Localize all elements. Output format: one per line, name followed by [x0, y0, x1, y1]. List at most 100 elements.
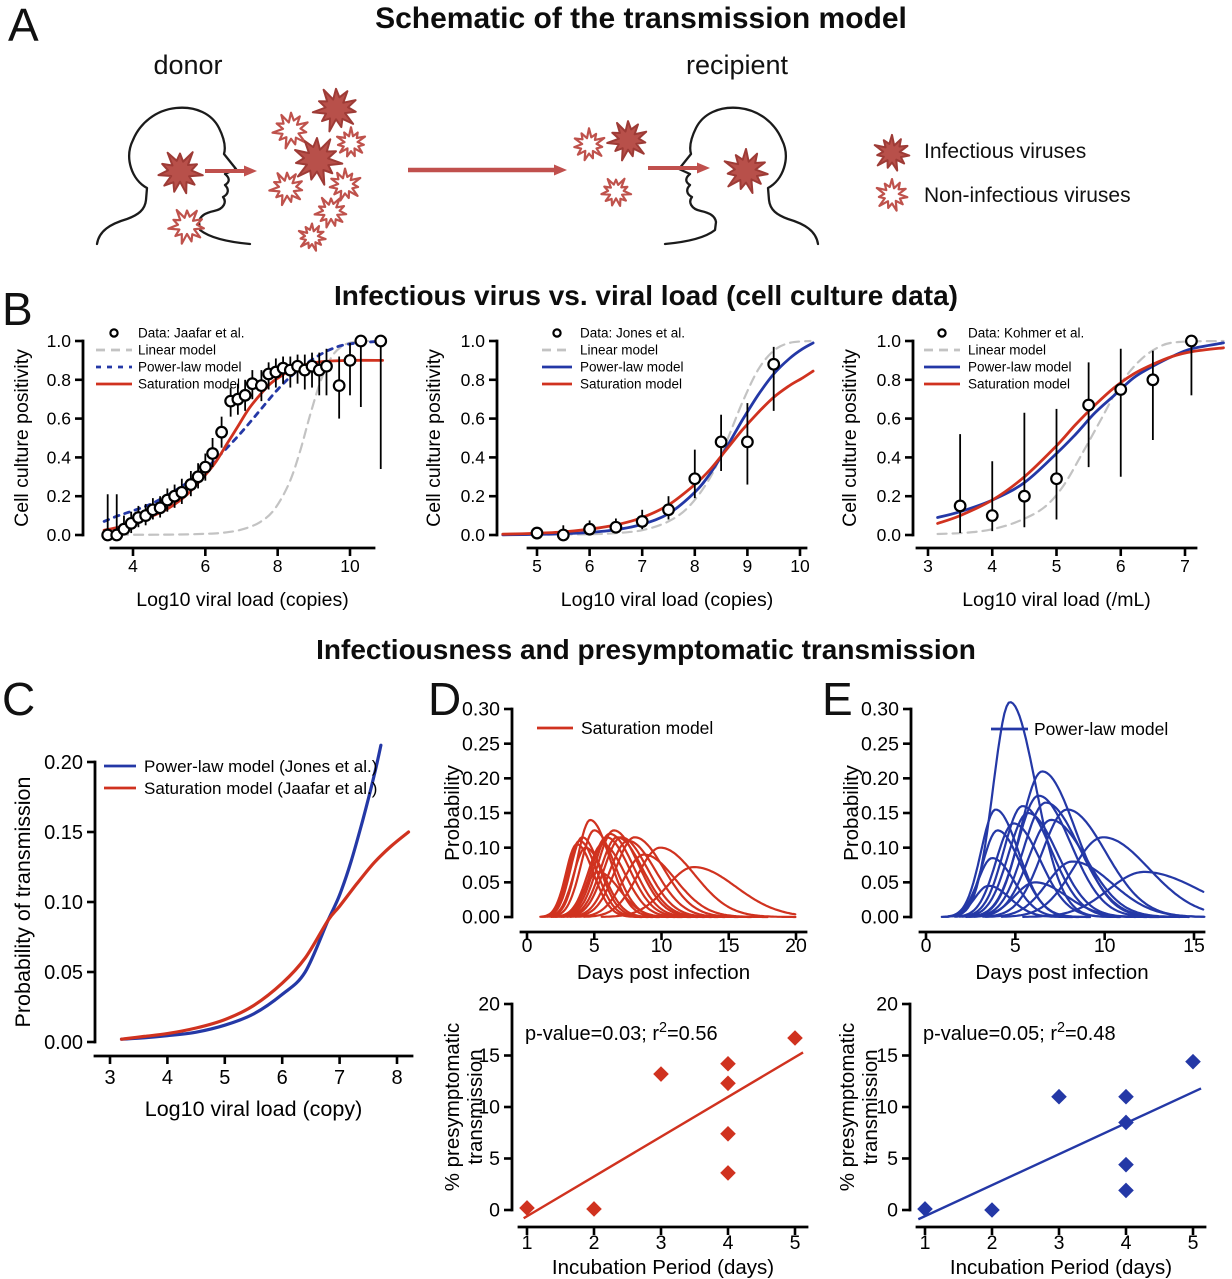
svg-text:0.20: 0.20	[462, 768, 500, 790]
svg-text:Days post infection: Days post infection	[975, 961, 1148, 984]
svg-text:0: 0	[522, 935, 533, 957]
svg-text:5: 5	[1052, 556, 1062, 576]
svg-text:Data: Jones et al.: Data: Jones et al.	[580, 326, 685, 341]
svg-text:p-value=0.05; r2=0.48: p-value=0.05; r2=0.48	[923, 1020, 1116, 1045]
panel-a-title: Schematic of the transmission model	[375, 2, 907, 35]
svg-text:9: 9	[743, 556, 753, 576]
svg-text:2: 2	[589, 1232, 600, 1254]
chart-cell-culture-jones: 0.0 0.2 0.4 0.6 0.8 1.0 5 6 7 8 9 10 Log10 viral loa…	[423, 326, 815, 611]
svg-text:Data: Jaafar et al.: Data: Jaafar et al.	[138, 326, 245, 341]
svg-text:5: 5	[790, 1232, 801, 1254]
svg-text:Saturation model: Saturation model	[968, 377, 1070, 392]
svg-text:Linear model: Linear model	[968, 343, 1046, 358]
svg-text:0.6: 0.6	[461, 409, 485, 429]
svg-text:transmission: transmission	[859, 1049, 882, 1164]
svg-text:0: 0	[489, 1200, 500, 1222]
svg-text:5: 5	[489, 1148, 500, 1170]
svg-text:5: 5	[589, 935, 600, 957]
svg-text:% presymptomatic: % presymptomatic	[836, 1023, 859, 1192]
svg-text:0.0: 0.0	[877, 525, 902, 545]
svg-text:0.30: 0.30	[861, 699, 899, 721]
svg-text:Power-law model: Power-law model	[138, 360, 242, 375]
svg-text:0.8: 0.8	[877, 370, 901, 390]
infectious-virus-icon	[873, 133, 911, 172]
svg-text:0.15: 0.15	[462, 803, 500, 825]
svg-text:0.20: 0.20	[44, 752, 83, 774]
svg-text:Cell culture positivity: Cell culture positivity	[839, 349, 861, 527]
svg-text:1: 1	[522, 1232, 533, 1254]
recipient-label: recipient	[685, 50, 789, 80]
svg-text:8: 8	[690, 556, 700, 576]
svg-text:0.10: 0.10	[462, 837, 500, 859]
svg-text:Linear model: Linear model	[580, 343, 658, 358]
svg-text:0.2: 0.2	[877, 486, 901, 506]
svg-text:0.6: 0.6	[47, 409, 71, 429]
svg-text:15: 15	[876, 1045, 898, 1067]
section-cde-title: Infectiousness and presymptomatic transm…	[316, 634, 976, 665]
svg-text:10: 10	[876, 1097, 898, 1119]
svg-text:0.05: 0.05	[462, 872, 500, 894]
chart-probability-of-transmission: 0.00 0.05 0.10 0.15 0.20 3 4 5 6 7 8 Log10 viral lo…	[11, 743, 414, 1121]
svg-text:10: 10	[340, 556, 360, 576]
svg-text:10: 10	[790, 556, 810, 576]
svg-text:0.05: 0.05	[861, 872, 899, 894]
svg-text:0.10: 0.10	[44, 892, 83, 914]
svg-text:4: 4	[128, 556, 138, 576]
svg-text:Saturation model: Saturation model	[581, 718, 713, 738]
svg-text:Power-law model: Power-law model	[968, 360, 1072, 375]
svg-text:6: 6	[277, 1067, 288, 1089]
svg-text:Cell culture positivity: Cell culture positivity	[11, 349, 33, 527]
svg-text:20: 20	[478, 994, 500, 1016]
svg-text:0: 0	[921, 935, 932, 957]
svg-text:3: 3	[104, 1067, 115, 1089]
svg-text:Saturation model (Jaafar et al: Saturation model (Jaafar et al.)	[144, 779, 377, 798]
svg-text:Probability of transmission: Probability of transmission	[11, 777, 35, 1028]
svg-text:Linear model: Linear model	[138, 343, 216, 358]
svg-text:Cell culture positivity: Cell culture positivity	[423, 349, 445, 527]
non-infectious-virus-icon	[875, 178, 909, 212]
svg-text:0.0: 0.0	[47, 525, 72, 545]
chart-presymptomatic-scatter-saturation: 0 5 10 15 20 1 2 3 4 5 Incubation Period (days) % p…	[441, 994, 809, 1279]
chart-cell-culture-kohmer: 0.0 0.2 0.4 0.6 0.8 1.0 3 4 5 6 7 Log10 viral load …	[839, 326, 1225, 611]
svg-text:7: 7	[637, 556, 647, 576]
svg-text:4: 4	[1121, 1232, 1132, 1254]
svg-text:Log10 viral load (copy): Log10 viral load (copy)	[145, 1097, 363, 1121]
legend-label: Infectious viruses	[924, 140, 1087, 163]
svg-text:0.2: 0.2	[461, 486, 485, 506]
svg-text:0.25: 0.25	[462, 733, 500, 755]
svg-text:6: 6	[1116, 556, 1126, 576]
svg-text:15: 15	[478, 1045, 500, 1067]
svg-text:Probability: Probability	[840, 764, 863, 860]
svg-text:1.0: 1.0	[877, 331, 902, 351]
svg-text:7: 7	[1180, 556, 1190, 576]
svg-text:5: 5	[219, 1067, 230, 1089]
svg-text:3: 3	[923, 556, 933, 576]
svg-text:8: 8	[273, 556, 283, 576]
svg-text:Power-law model: Power-law model	[1034, 719, 1168, 739]
svg-text:0.00: 0.00	[462, 907, 500, 929]
panel-a-letter: A	[8, 0, 39, 51]
chart-presymptomatic-scatter-power-law: 0 5 10 15 20 1 2 3 4 5 Incubation Period (days) % p…	[836, 994, 1207, 1279]
svg-text:Incubation Period (days): Incubation Period (days)	[950, 1256, 1172, 1279]
svg-text:3: 3	[656, 1232, 667, 1254]
svg-text:0.15: 0.15	[44, 822, 83, 844]
svg-text:0: 0	[887, 1200, 898, 1222]
svg-text:6: 6	[585, 556, 595, 576]
svg-text:2: 2	[987, 1232, 998, 1254]
svg-text:0.8: 0.8	[47, 370, 71, 390]
svg-text:0.15: 0.15	[861, 803, 899, 825]
legend-item-non-infectious: Non-infectious viruses	[872, 174, 1131, 218]
svg-text:5: 5	[1188, 1232, 1199, 1254]
svg-text:Power-law model: Power-law model	[580, 360, 684, 375]
svg-text:transmission: transmission	[464, 1049, 487, 1164]
svg-text:Incubation Period (days): Incubation Period (days)	[552, 1256, 774, 1279]
svg-text:Probability: Probability	[441, 764, 464, 860]
svg-text:1: 1	[920, 1232, 931, 1254]
svg-text:6: 6	[200, 556, 210, 576]
svg-text:0.6: 0.6	[877, 409, 901, 429]
virus-legend: Infectious viruses Non-infectious viruse…	[872, 130, 1131, 218]
svg-text:1.0: 1.0	[461, 331, 486, 351]
panel-e-letter: E	[822, 673, 853, 725]
svg-text:15: 15	[718, 935, 740, 957]
